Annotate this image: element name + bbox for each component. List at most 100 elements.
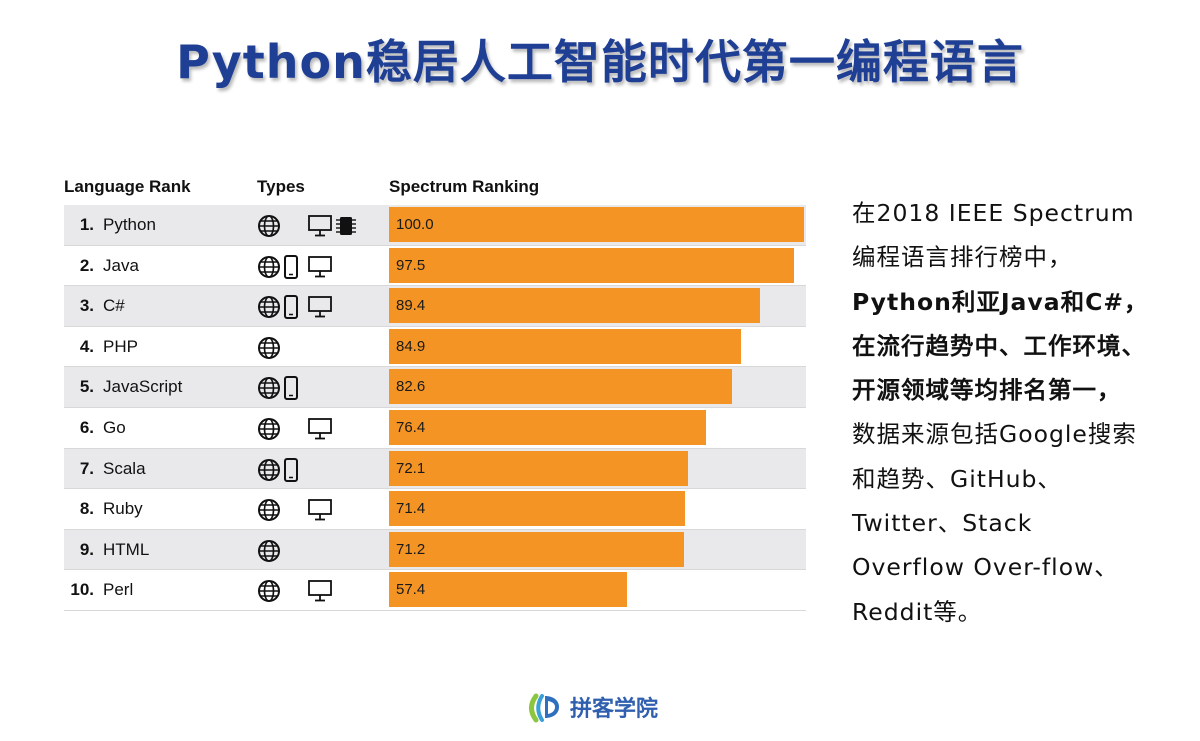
ranking-row: 6. Go 76.4 — [64, 407, 806, 449]
brand-name: 拼客学院 — [570, 697, 659, 722]
ranking-row: 4. PHP 84.9 — [64, 326, 806, 368]
bar-value-label: 71.4 — [396, 500, 426, 518]
bar-value-label: 97.5 — [396, 256, 426, 274]
language-name: JavaScript — [103, 377, 183, 397]
type-icons — [257, 336, 377, 360]
description-line: 数据来源包括Google搜索 — [852, 420, 1137, 449]
bar-value-label: 71.2 — [396, 540, 426, 558]
bar-area: 71.4 — [389, 489, 804, 529]
language-name: Perl — [103, 580, 134, 600]
language-name: Java — [103, 255, 139, 275]
pinke-logo-icon — [529, 693, 559, 723]
rank-number: 2. — [79, 255, 94, 275]
description-line: 在2018 IEEE Spectrum — [852, 199, 1135, 227]
header-spectrum-ranking: Spectrum Ranking — [389, 177, 540, 196]
desktop-monitor-icon — [308, 580, 332, 602]
desktop-monitor-icon — [308, 215, 332, 237]
mobile-phone-icon — [284, 457, 298, 482]
type-icons — [257, 376, 377, 401]
bar-area: 76.4 — [389, 408, 804, 448]
desktop-monitor-icon — [308, 255, 332, 277]
spectrum-bar — [389, 409, 707, 445]
rank-number: 10. — [70, 580, 94, 600]
language-name: Ruby — [103, 499, 143, 519]
globe-icon — [258, 336, 280, 359]
bar-area: 71.2 — [389, 530, 804, 570]
rank-number: 3. — [79, 296, 94, 316]
description-line: 编程语言排行榜中， — [852, 243, 1073, 272]
spectrum-bar — [389, 247, 794, 283]
globe-icon — [258, 215, 280, 237]
bar-area: 97.5 — [389, 246, 804, 286]
mobile-phone-icon — [284, 295, 298, 320]
ranking-row: 1. Python 100.0 — [64, 205, 806, 246]
globe-icon — [258, 296, 280, 319]
description-text: 在2018 IEEE Spectrum 编程语言排行榜中， Python利亚Ja… — [852, 191, 1192, 634]
type-icons — [257, 254, 377, 279]
description-line-bold: Python利亚Java和C#， — [852, 287, 1149, 316]
bar-value-label: 72.1 — [396, 459, 426, 477]
type-icons — [257, 295, 377, 320]
bar-value-label: 82.6 — [396, 378, 426, 396]
bar-value-label: 57.4 — [396, 581, 426, 599]
description-line: 和趋势、GitHub、 — [852, 464, 1062, 493]
ranking-row: 7. Scala 72.1 — [64, 448, 806, 490]
desktop-monitor-icon — [308, 296, 332, 318]
description-line: Reddit等。 — [852, 597, 983, 626]
spectrum-bar — [389, 491, 686, 527]
bar-area: 100.0 — [389, 205, 804, 245]
mobile-phone-icon — [284, 376, 298, 401]
bar-value-label: 100.0 — [396, 216, 434, 233]
globe-icon — [258, 255, 280, 278]
ranking-rows: 1. Python 100.0 2. Java 97.5 3. C# 89.4 4. PHP 84.9… — [64, 205, 806, 611]
spectrum-bar — [389, 207, 804, 242]
ranking-row: 5. JavaScript 82.6 — [64, 367, 806, 408]
footer-brand: 拼客学院 — [528, 689, 658, 725]
bar-area: 89.4 — [389, 286, 804, 326]
language-name: C# — [103, 296, 125, 316]
header-types: Types — [257, 177, 305, 196]
language-ranking-table: Language Rank Types Spectrum Ranking 1. P… — [64, 172, 806, 611]
bar-area: 72.1 — [389, 449, 804, 489]
rank-number: 8. — [79, 499, 94, 519]
description-line-bold: 在流行趋势中、工作环境、 — [852, 331, 1146, 360]
globe-icon — [258, 458, 280, 481]
bar-area: 84.9 — [389, 327, 804, 367]
ranking-row: 3. C# 89.4 — [64, 286, 806, 327]
spectrum-bar — [389, 369, 732, 405]
type-icons — [257, 498, 377, 522]
desktop-monitor-icon — [308, 499, 332, 521]
spectrum-bar — [389, 328, 742, 364]
globe-icon — [258, 499, 280, 522]
desktop-monitor-icon — [308, 418, 332, 440]
language-name: Scala — [103, 458, 146, 478]
rank-number: 1. — [79, 215, 94, 234]
globe-icon — [258, 377, 280, 400]
type-icons — [257, 457, 377, 482]
bar-value-label: 89.4 — [396, 297, 426, 315]
page-title: Python稳居人工智能时代第一编程语言 — [176, 35, 1024, 89]
rank-number: 7. — [79, 458, 94, 478]
rank-number: 4. — [79, 336, 94, 356]
bar-area: 57.4 — [389, 570, 804, 610]
globe-icon — [258, 539, 280, 562]
header-language-rank: Language Rank — [64, 177, 191, 196]
bar-area: 82.6 — [389, 367, 804, 407]
embedded-chip-icon — [336, 217, 356, 235]
language-name: Go — [103, 417, 126, 437]
ranking-row: 8. Ruby 71.4 — [64, 489, 806, 530]
bar-value-label: 76.4 — [396, 418, 426, 436]
spectrum-bar — [389, 288, 760, 324]
spectrum-bar — [389, 450, 689, 486]
description-line: Overflow Over-flow、 — [852, 553, 1119, 582]
type-icons — [257, 539, 377, 563]
type-icons — [257, 579, 377, 603]
description-line-bold: 开源领域等均排名第一， — [852, 376, 1122, 405]
ranking-row: 9. HTML 71.2 — [64, 529, 806, 571]
type-icons — [257, 417, 377, 441]
spectrum-bar — [389, 531, 685, 567]
ranking-row: 2. Java 97.5 — [64, 245, 806, 287]
language-name: PHP — [103, 336, 138, 356]
rank-number: 6. — [79, 417, 94, 437]
language-name: Python — [103, 215, 156, 234]
